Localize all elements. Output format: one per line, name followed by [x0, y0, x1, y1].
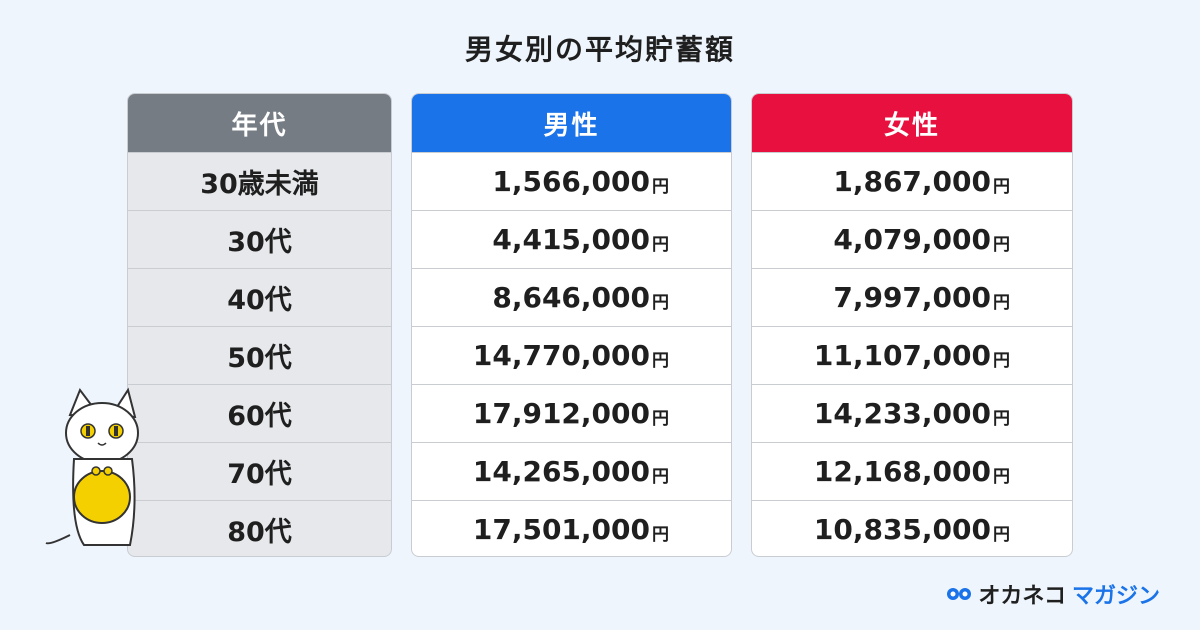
female-column: 女性 1,867,000 円 4,079,000 円 7,997,000 円 11,1… [751, 93, 1073, 557]
page-title: 男女別の平均貯蓄額 [464, 33, 735, 66]
age-cell: 50代 [128, 326, 391, 384]
age-cell: 40代 [128, 268, 391, 326]
age-cell: 70代 [128, 442, 391, 500]
male-value: 8,646,000 [492, 281, 650, 314]
cat-mascot-illustration [45, 387, 139, 546]
female-value-cell: 10,835,000 円 [752, 500, 1072, 556]
female-value: 11,107,000 [813, 339, 991, 372]
male-value-cell: 1,566,000 円 [412, 152, 731, 210]
female-value-cell: 12,168,000 円 [752, 442, 1072, 500]
male-value: 14,265,000 [472, 455, 650, 488]
yen-unit: 円 [652, 293, 669, 313]
yen-unit: 円 [993, 351, 1010, 371]
female-value: 4,079,000 [833, 223, 991, 256]
female-value-cell: 11,107,000 円 [752, 326, 1072, 384]
yen-unit: 円 [652, 235, 669, 255]
age-column: 年代 30歳未満 30代 40代 50代 60代 70代 80代 [127, 93, 392, 557]
male-value-cell: 17,912,000 円 [412, 384, 731, 442]
yen-unit: 円 [652, 177, 669, 197]
male-column: 男性 1,566,000 円 4,415,000 円 8,646,000 円 14,7… [411, 93, 732, 557]
age-cell: 80代 [128, 500, 391, 556]
age-cell: 30代 [128, 210, 391, 268]
logo-text-magazine: マガジン [1071, 584, 1160, 609]
age-cell: 30歳未満 [128, 152, 391, 210]
male-value-cell: 14,265,000 円 [412, 442, 731, 500]
yen-unit: 円 [993, 409, 1010, 429]
male-value: 17,501,000 [472, 513, 650, 546]
male-value-cell: 14,770,000 円 [412, 326, 731, 384]
yen-unit: 円 [993, 525, 1010, 545]
female-value: 10,835,000 [813, 513, 991, 546]
age-header: 年代 [128, 94, 391, 152]
logo-text-okaneko: オカネコ [978, 584, 1066, 609]
male-header: 男性 [412, 94, 731, 152]
female-value-cell: 7,997,000 円 [752, 268, 1072, 326]
female-value: 1,867,000 [833, 165, 991, 198]
yen-unit: 円 [993, 293, 1010, 313]
male-value: 17,912,000 [472, 397, 650, 430]
yen-unit: 円 [993, 235, 1010, 255]
female-header: 女性 [752, 94, 1072, 152]
female-value-cell: 1,867,000 円 [752, 152, 1072, 210]
female-value: 14,233,000 [813, 397, 991, 430]
yen-unit: 円 [993, 467, 1010, 487]
male-value-cell: 8,646,000 円 [412, 268, 731, 326]
male-value: 4,415,000 [492, 223, 650, 256]
male-value: 1,566,000 [492, 165, 650, 198]
logo-glasses-icon [947, 588, 972, 600]
yen-unit: 円 [652, 467, 669, 487]
brand-logo: オカネコ マガジン [946, 578, 1160, 610]
yen-unit: 円 [652, 351, 669, 371]
age-cell: 60代 [128, 384, 391, 442]
female-value: 12,168,000 [813, 455, 991, 488]
female-value-cell: 14,233,000 円 [752, 384, 1072, 442]
female-value-cell: 4,079,000 円 [752, 210, 1072, 268]
male-value-cell: 4,415,000 円 [412, 210, 731, 268]
yen-unit: 円 [993, 177, 1010, 197]
male-value-cell: 17,501,000 円 [412, 500, 731, 556]
yen-unit: 円 [652, 409, 669, 429]
yen-unit: 円 [652, 525, 669, 545]
female-value: 7,997,000 [833, 281, 991, 314]
male-value: 14,770,000 [472, 339, 650, 372]
